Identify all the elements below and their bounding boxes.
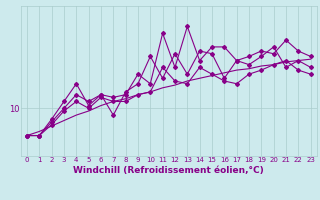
X-axis label: Windchill (Refroidissement éolien,°C): Windchill (Refroidissement éolien,°C) xyxy=(73,166,264,175)
